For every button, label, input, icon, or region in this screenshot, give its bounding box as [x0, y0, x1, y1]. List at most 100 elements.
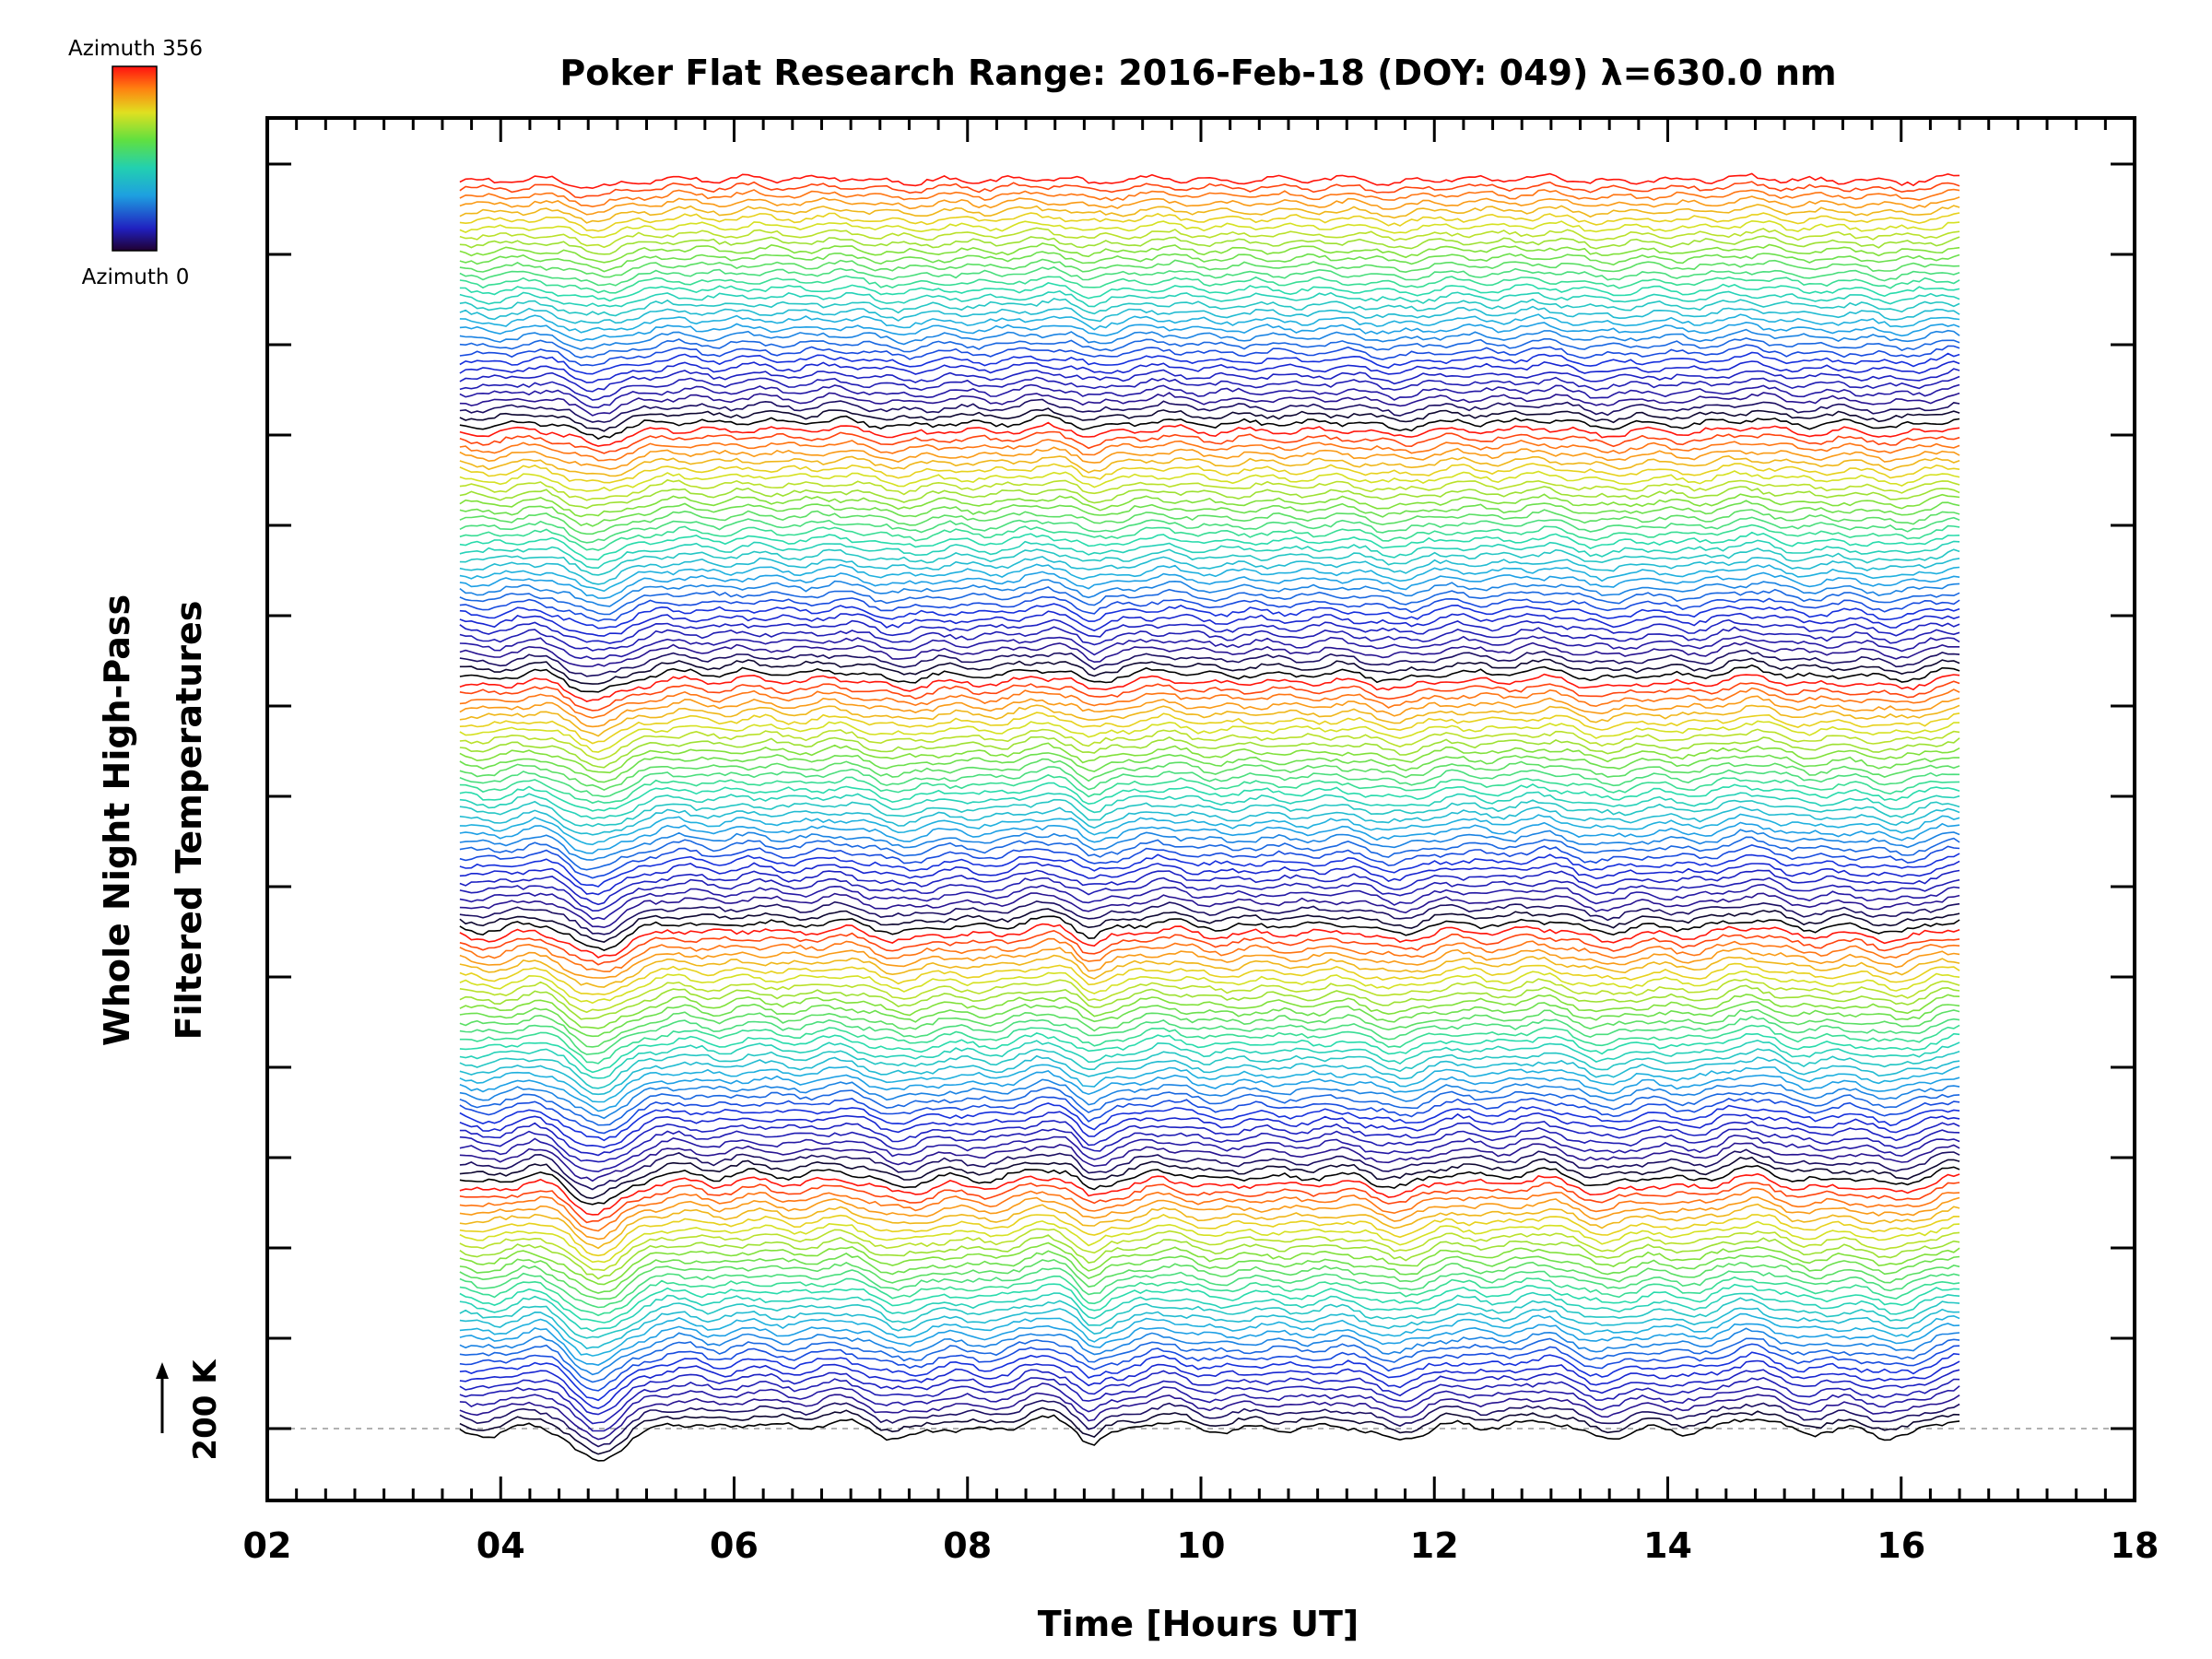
colorbar-bottom-label: Azimuth 0: [82, 265, 190, 289]
trace-line: [459, 275, 1960, 294]
x-tick-label: 10: [1177, 1525, 1226, 1566]
trace-line: [459, 1406, 1960, 1455]
trace-line: [459, 798, 1960, 828]
trace-line: [459, 610, 1960, 637]
trace-line: [459, 1267, 1960, 1309]
trace-line: [459, 344, 1960, 367]
trace-line: [459, 290, 1960, 308]
trace-line: [459, 321, 1960, 342]
trace-line: [459, 305, 1960, 324]
trace-line: [459, 439, 1960, 462]
trace-line: [459, 1032, 1960, 1074]
trace-line: [459, 883, 1960, 921]
trace-line: [459, 720, 1960, 753]
trace-line: [459, 1392, 1960, 1441]
trace-line: [459, 204, 1960, 224]
x-tick-label: 02: [243, 1525, 292, 1566]
trace-line: [459, 1307, 1960, 1349]
trace-line: [459, 351, 1960, 375]
x-axis-label: Time [Hours UT]: [1038, 1604, 1359, 1644]
x-tick-label: 18: [2111, 1525, 2159, 1566]
trace-line: [459, 195, 1960, 216]
trace-line: [459, 860, 1960, 896]
scale-bar: 200 K: [156, 1359, 224, 1461]
trace-line: [459, 1414, 1960, 1462]
trace-line: [459, 971, 1960, 1005]
trace-line: [459, 1312, 1960, 1357]
trace-line: [459, 547, 1960, 576]
trace-line: [459, 282, 1960, 302]
trace-line: [459, 695, 1960, 728]
chart-title: Poker Flat Research Range: 2016-Feb-18 (…: [559, 53, 1836, 93]
trace-line: [459, 929, 1960, 966]
trace-line: [459, 1196, 1960, 1241]
trace-line: [459, 1064, 1960, 1103]
trace-line: [459, 962, 1960, 995]
trace-line: [459, 758, 1960, 791]
trace-line: [459, 516, 1960, 544]
trace-line: [459, 486, 1960, 510]
trace-line: [459, 994, 1960, 1030]
trace-line: [459, 1142, 1960, 1182]
trace-line: [459, 1297, 1960, 1339]
trace-line: [459, 1377, 1960, 1425]
trace-line: [459, 923, 1960, 959]
trace-line: [459, 1327, 1960, 1376]
trace-line: [459, 908, 1960, 943]
trace-line: [459, 383, 1960, 409]
trace-line: [459, 937, 1960, 972]
trace-line: [459, 1369, 1960, 1416]
trace-line: [459, 586, 1960, 616]
colorbar-gradient: [112, 65, 158, 252]
trace-line: [459, 680, 1960, 712]
trace-line: [459, 752, 1960, 783]
trace-line: [459, 328, 1960, 351]
trace-line: [459, 1258, 1960, 1300]
y-axis-label-line1: Whole Night High-Pass: [97, 594, 137, 1046]
trace-line: [459, 1343, 1960, 1392]
trace-line: [459, 172, 1960, 190]
x-tick-labels: 02 04 06 08 10 12 14 16 18: [243, 1525, 2159, 1566]
x-tick-label: 14: [1643, 1525, 1692, 1566]
trace-line: [459, 298, 1960, 317]
trace-line: [459, 1000, 1960, 1038]
trace-line: [459, 1126, 1960, 1163]
trace-line: [459, 360, 1960, 383]
trace-line: [459, 539, 1960, 570]
trace-line: [459, 398, 1960, 423]
trace-line: [459, 813, 1960, 846]
trace-line: [459, 313, 1960, 334]
colorbar-top-label: Azimuth 356: [68, 37, 203, 61]
trace-line: [459, 1134, 1960, 1173]
trace-line: [459, 900, 1960, 935]
trace-line: [459, 595, 1960, 622]
trace-line: [459, 1164, 1960, 1206]
trace-line: [459, 470, 1960, 492]
trace-line: [459, 877, 1960, 912]
trace-line: [459, 242, 1960, 264]
colorbar: Azimuth 356 Azimuth 0: [68, 37, 203, 289]
trace-line: [459, 1241, 1960, 1286]
trace-line: [459, 392, 1960, 417]
trace-line: [459, 430, 1960, 454]
trace-line: [459, 766, 1960, 798]
trace-line: [459, 791, 1960, 820]
trace-line: [459, 571, 1960, 599]
axis-ticks: [265, 118, 2136, 1500]
trace-line: [459, 664, 1960, 693]
trace-line: [459, 869, 1960, 906]
trace-line: [459, 1078, 1960, 1120]
trace-line: [459, 579, 1960, 607]
trace-line: [459, 500, 1960, 527]
trace-line: [459, 603, 1960, 629]
trace-line: [459, 1382, 1960, 1432]
trace-line: [459, 454, 1960, 477]
trace-line: [459, 853, 1960, 888]
trace-line: [459, 368, 1960, 393]
trace-line: [459, 531, 1960, 561]
trace-line: [459, 704, 1960, 737]
trace-line: [459, 1359, 1960, 1410]
trace-line: [459, 657, 1960, 685]
trace-line: [459, 258, 1960, 278]
trace-line: [459, 728, 1960, 760]
